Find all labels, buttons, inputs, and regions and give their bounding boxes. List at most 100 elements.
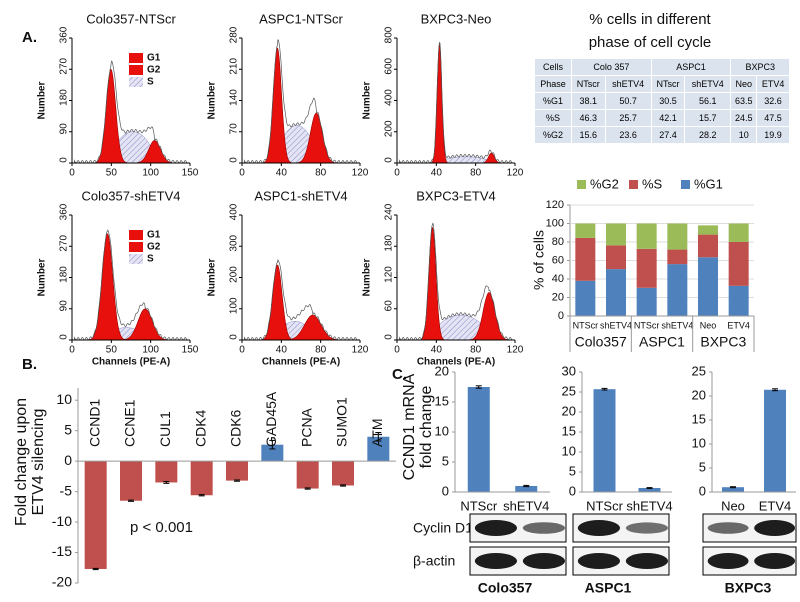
table-cell: Cells — [535, 59, 572, 75]
blot-band — [625, 553, 669, 569]
y-axis-title: Fold change upon — [13, 398, 30, 526]
g1-peak — [86, 233, 129, 341]
bar — [332, 461, 354, 486]
flow-x-label: Channels (PE-A) — [262, 357, 340, 368]
flow-y-label: Number — [37, 259, 48, 297]
x-tick-label: 50 — [106, 168, 118, 179]
y-tick-label: 90 — [59, 123, 70, 135]
table-cell: ETV4 — [757, 76, 789, 92]
table-title: phase of cell cycle — [589, 34, 712, 51]
y-tick-label: 0 — [64, 452, 72, 468]
legend-swatch — [129, 53, 143, 63]
table-row: %S 46.3 25.7 42.1 15.7 24.5 47.5 — [535, 110, 789, 126]
flow-x-label: Channels (PE-A) — [417, 357, 495, 368]
legend-swatch — [129, 254, 143, 264]
y-tick-label: 140 — [229, 89, 240, 106]
flow-title: ASPC1-NTScr — [259, 11, 343, 26]
table-cell: 24.5 — [731, 110, 757, 126]
blot-band — [474, 553, 518, 569]
x-tick-label: shETV4 — [503, 498, 549, 513]
x-tick-label: NTScr — [460, 498, 498, 513]
y-tick-label: 200 — [229, 266, 240, 283]
table-cell: 15.6 — [572, 127, 605, 143]
y-tick-label: -5 — [60, 482, 73, 498]
x-tick-label: CDK6 — [228, 409, 244, 447]
x-tick-label: 120 — [507, 168, 524, 179]
legend-swatch — [681, 180, 690, 189]
table-cell: %G2 — [535, 127, 572, 143]
bar-segment — [575, 280, 596, 316]
y-tick-label: 100 — [229, 297, 240, 314]
x-tick-label: GAD45A — [263, 391, 279, 447]
bar-segment — [698, 234, 718, 258]
panel-label: B. — [22, 356, 37, 373]
bar-segment — [667, 249, 688, 265]
bar-segment — [575, 223, 596, 238]
table-cell: 63.5 — [731, 93, 757, 109]
bar-segment — [636, 248, 657, 288]
x-tick-label: 0 — [239, 345, 245, 356]
g1-peak — [258, 264, 296, 341]
x-tick-label: shETV4 — [661, 320, 693, 330]
x-tick-label: 40 — [276, 345, 288, 356]
y-tick-label: 90 — [59, 300, 70, 312]
flow-y-label: Number — [37, 82, 48, 120]
bar — [764, 389, 786, 492]
bar-segment — [667, 223, 688, 250]
y-tick-label: 15 — [562, 423, 576, 438]
y-tick-label: 25 — [562, 383, 576, 398]
y-tick-label: 100 — [546, 217, 564, 229]
flow-y-label: Number — [362, 259, 373, 297]
y-tick-label: -20 — [52, 574, 72, 590]
table-cell: NTscr — [651, 76, 685, 92]
blot-band — [522, 553, 566, 569]
g1-peak — [429, 44, 449, 164]
y-tick-label: 180 — [59, 266, 70, 283]
x-tick-label: 120 — [352, 345, 369, 356]
histogram-outline — [244, 259, 358, 341]
x-tick-label: 120 — [352, 168, 369, 179]
x-tick-label: 80 — [470, 168, 482, 179]
y-tick-label: 120 — [384, 266, 395, 283]
x-tick-label: NTScr — [586, 498, 624, 513]
table-cell: %G1 — [535, 93, 572, 109]
x-tick-label: CUL1 — [157, 411, 173, 447]
table-cell: Neo — [731, 76, 757, 92]
blot-row-label: β-actin — [413, 553, 455, 569]
bar — [84, 461, 107, 569]
table-cell: 15.7 — [685, 110, 731, 126]
table-cell: 23.6 — [605, 127, 651, 143]
flow-title: BXPC3-Neo — [421, 11, 492, 26]
table-row: Cells Colo 357 ASPC1 BXPC3 — [535, 59, 789, 75]
y-tick-label: 180 — [384, 234, 395, 251]
g2-peak — [279, 314, 346, 341]
blot-box — [572, 513, 670, 543]
legend-swatch — [129, 77, 143, 87]
legend-label: S — [147, 77, 154, 88]
y-tick-label: 60 — [552, 254, 564, 266]
table-cell: %S — [535, 110, 572, 126]
y-tick-label: 5 — [569, 463, 576, 478]
group-label: ASPC1 — [639, 334, 685, 350]
y-tick-label: 60 — [384, 300, 395, 312]
bar — [467, 387, 490, 492]
bar-segment — [606, 223, 626, 246]
blot-band — [577, 520, 621, 536]
cell-cycle-table: Cells Colo 357 ASPC1 BXPC3 Phase NTscr shETV4 N… — [534, 58, 790, 144]
table-cell: 46.3 — [572, 110, 605, 126]
x-tick-label: CCNE1 — [122, 399, 138, 447]
bar — [638, 488, 661, 492]
g1-peak — [92, 68, 130, 164]
y-tick-label: 10 — [56, 391, 72, 407]
x-tick-label: Neo — [700, 320, 717, 330]
group-label: BXPC3 — [700, 334, 746, 350]
legend-label: G2 — [147, 242, 161, 253]
blot-band — [707, 553, 749, 569]
table-cell: shETV4 — [685, 76, 731, 92]
y-axis-title: fold change — [418, 386, 435, 469]
bar — [722, 487, 744, 492]
blot-band — [707, 522, 749, 534]
y-tick-label: 20 — [562, 403, 576, 418]
blot-band — [754, 553, 796, 569]
y-tick-label: 0 — [229, 157, 240, 163]
